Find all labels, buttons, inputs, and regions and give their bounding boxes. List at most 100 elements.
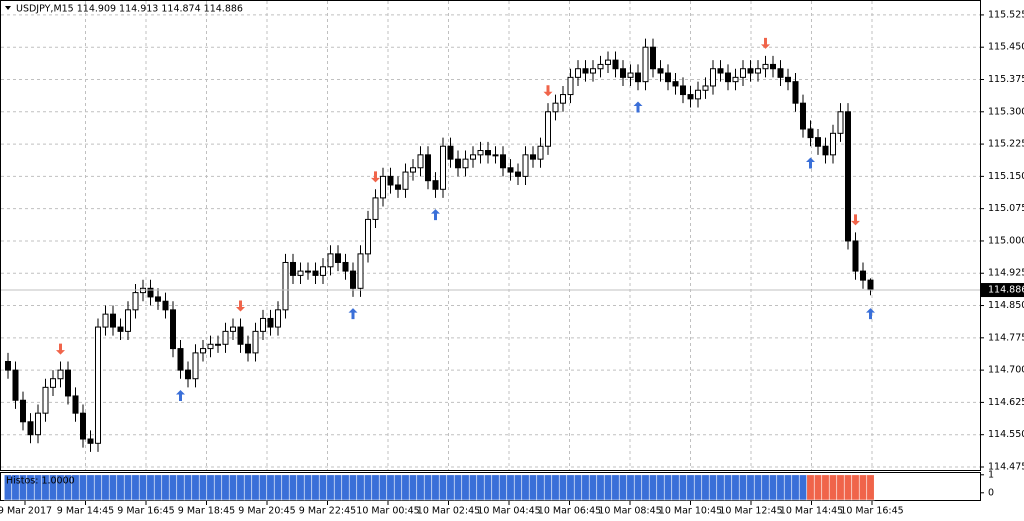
histogram-bar: [378, 474, 388, 501]
candle-body: [335, 253, 341, 263]
candle-body: [425, 154, 431, 182]
main-pane: [0, 0, 981, 471]
candle-body: [215, 343, 221, 346]
histogram-bar: [536, 474, 545, 501]
histogram-bar: [221, 474, 230, 501]
chart-title: USDJPY,M15 114.909 114.913 114.874 114.8…: [16, 4, 243, 15]
candle-body: [815, 137, 821, 147]
candle-body: [87, 438, 94, 444]
histogram-bar: [791, 474, 800, 501]
candle-body: [830, 132, 836, 156]
candle-body: [477, 150, 484, 156]
histogram-bar: [251, 474, 260, 501]
candle-body: [297, 270, 304, 276]
x-tick-label: 10 Mar 02:45: [417, 506, 480, 517]
x-tick-label: 10 Mar 12:45: [719, 506, 782, 517]
candle-body: [672, 81, 679, 87]
histogram-bar: [273, 474, 283, 501]
candle-body: [777, 68, 784, 78]
candle-body: [462, 158, 469, 169]
candle-body: [305, 270, 311, 273]
candle-body: [5, 361, 11, 371]
histogram-bar: [146, 474, 155, 501]
histogram-bar: [551, 474, 560, 501]
histogram-bar: [828, 474, 838, 501]
histogram-bar: [468, 474, 478, 501]
histogram-bar: [303, 474, 313, 501]
histogram-bar: [588, 474, 598, 501]
candle-body: [20, 399, 26, 423]
candle-body: [132, 292, 139, 311]
candle-body: [597, 63, 604, 70]
histogram-bar: [678, 474, 688, 501]
sell-arrow: [761, 37, 770, 49]
candle-body: [522, 154, 529, 177]
histogram-bar: [843, 474, 853, 501]
histogram-bar: [86, 474, 95, 501]
candle-body: [365, 218, 371, 255]
histogram-bar: [611, 474, 620, 501]
histogram-bar: [596, 474, 605, 501]
candle-body: [207, 343, 214, 350]
histogram-bar: [528, 474, 538, 501]
x-tick-label: 10 Mar 00:45: [356, 506, 419, 517]
candle-body: [582, 68, 589, 74]
buy-arrow: [866, 308, 875, 320]
y-tick-label: 115.000: [988, 235, 1024, 246]
candle-body: [785, 76, 791, 83]
current-price-box: [981, 283, 1024, 298]
candle-body: [222, 330, 229, 345]
histogram-bar: [521, 474, 530, 501]
histogram-bar: [258, 474, 268, 501]
histogram-bar: [581, 474, 590, 501]
histogram-bar: [633, 474, 643, 501]
histogram-bar: [101, 474, 110, 501]
candle-body: [125, 309, 131, 332]
candle-body: [447, 145, 454, 160]
histogram-bar: [626, 474, 635, 501]
candle-body: [470, 154, 476, 160]
histogram-bar: [243, 474, 253, 501]
candle-body: [72, 395, 79, 414]
histogram-bar: [618, 474, 628, 501]
histogram-bar: [783, 474, 793, 501]
histogram-bar: [311, 474, 320, 501]
candle-body: [50, 378, 56, 388]
candle-body: [350, 270, 356, 289]
candle-body: [732, 76, 739, 83]
histogram-bar: [176, 474, 185, 501]
histogram-bar: [671, 474, 680, 501]
histogram-bar: [333, 474, 343, 501]
candle-body: [230, 326, 236, 332]
histogram-bar: [821, 474, 830, 501]
candle-body: [170, 309, 176, 350]
histogram-bar: [686, 474, 695, 501]
x-tick-label: 9 Mar 16:45: [117, 506, 174, 517]
histogram-bar: [423, 474, 433, 501]
histogram-bar: [326, 474, 335, 501]
histogram-bar: [603, 474, 613, 501]
histogram-bar: [641, 474, 650, 501]
y-tick-label: 115.375: [988, 74, 1024, 85]
menu-icon[interactable]: [5, 6, 11, 10]
histogram-bar: [213, 474, 223, 501]
candle-body: [357, 253, 364, 289]
candle-body: [500, 154, 506, 169]
x-tick-label: 10 Mar 04:45: [477, 506, 540, 517]
histogram-bar: [566, 474, 575, 501]
histogram-bar: [573, 474, 583, 501]
candle-body: [380, 175, 386, 199]
histogram-bar: [723, 474, 733, 501]
candle-body: [575, 68, 581, 78]
x-tick-label: 9 Mar 2017: [0, 506, 52, 517]
candle-body: [560, 94, 566, 104]
histogram-bar: [776, 474, 785, 501]
histogram-bar: [408, 474, 418, 501]
histogram-bar: [558, 474, 568, 501]
histogram-bar: [438, 474, 448, 501]
histogram-bar: [813, 474, 823, 501]
candle-body: [770, 63, 776, 70]
candle-body: [567, 76, 574, 96]
histogram-bar: [168, 474, 178, 501]
candle-body: [410, 167, 416, 173]
